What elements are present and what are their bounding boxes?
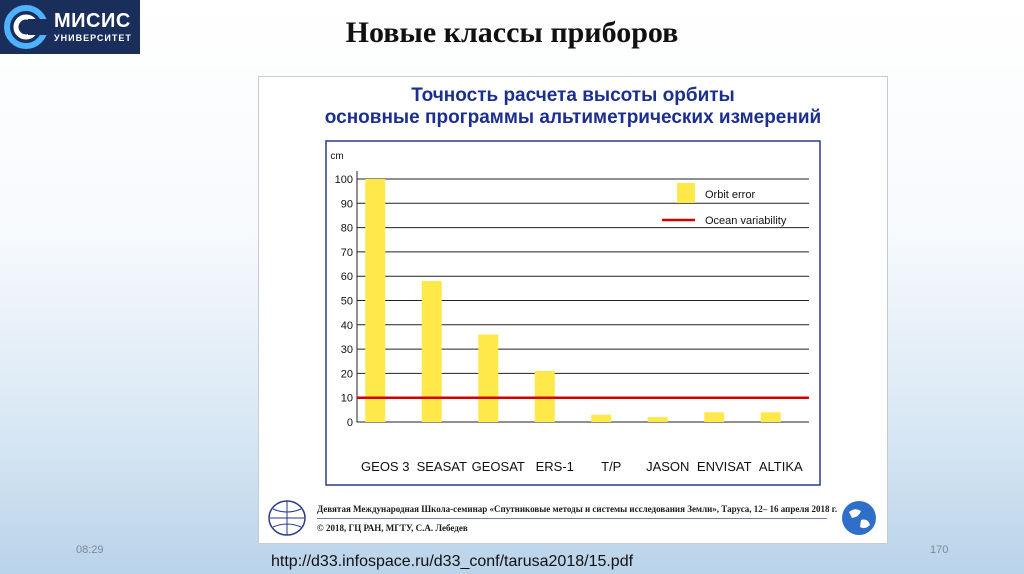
x-tick-label: T/P [601, 459, 621, 474]
y-tick-label: 20 [341, 368, 353, 380]
chart-title-line-2: основные программы альтиметрических изме… [324, 107, 822, 128]
bar [704, 412, 725, 422]
slide-page-number: 170 [930, 544, 949, 556]
bar-chart: cm 0 10 20 30 40 50 60 70 80 90 100 GEOS 3 SEASAT GEOS… [325, 140, 821, 486]
figure-footer-line-1: Девятая Международная Школа-семинар «Спу… [317, 504, 838, 514]
y-tick-label: 50 [341, 296, 353, 308]
slide-date: 08:29 [76, 544, 104, 556]
source-url[interactable]: http://d33.infospace.ru/d33_conf/tarusa2… [271, 553, 634, 570]
y-tick-label: 30 [341, 344, 353, 356]
y-tick-label: 0 [347, 417, 353, 429]
slide-title: Новые классы приборов [345, 16, 679, 49]
y-axis-unit: cm [330, 151, 343, 162]
plot-frame [325, 140, 821, 486]
globe-icon [842, 501, 876, 535]
legend-label-ocean-variability: Ocean variability [705, 215, 787, 227]
y-tick-label: 90 [341, 198, 353, 210]
legend-swatch-orbit-error [677, 183, 695, 203]
bar [647, 417, 668, 422]
y-tick-label: 80 [341, 223, 353, 235]
x-tick-label: JASON [646, 459, 689, 474]
x-tick-label: ERS-1 [536, 459, 574, 474]
footer-divider [317, 518, 827, 519]
bar [478, 334, 499, 422]
school-emblem-icon [268, 500, 306, 536]
y-tick-label: 40 [341, 320, 353, 332]
logo-subtitle: УНИВЕРСИТЕТ [54, 33, 132, 43]
y-tick-label: 10 [341, 393, 353, 405]
x-tick-label: SEASAT [417, 459, 467, 474]
logo-title: МИСИС [54, 10, 131, 32]
misis-logo-icon [4, 5, 48, 49]
bar [591, 414, 612, 422]
y-tick-label: 60 [341, 271, 353, 283]
bar [365, 179, 386, 422]
x-tick-label: ALTIKA [759, 459, 803, 474]
bar [421, 281, 442, 422]
chart-title-line-1: Точность расчета высоты орбиты [411, 85, 735, 106]
misis-logo: МИСИС УНИВЕРСИТЕТ [0, 0, 140, 54]
figure-footer-line-2: © 2018, ГЦ РАН, МГТУ, С.А. Лебедев [317, 523, 468, 533]
bar [760, 412, 781, 422]
y-tick-label: 70 [341, 247, 353, 259]
x-tick-label: GEOSAT [472, 459, 525, 474]
legend-label-orbit-error: Orbit error [705, 189, 755, 201]
y-tick-label: 100 [335, 174, 353, 186]
chart-figure: Точность расчета высоты орбиты основные … [258, 76, 888, 544]
x-tick-label: ENVISAT [697, 459, 752, 474]
x-tick-label: GEOS 3 [361, 459, 409, 474]
